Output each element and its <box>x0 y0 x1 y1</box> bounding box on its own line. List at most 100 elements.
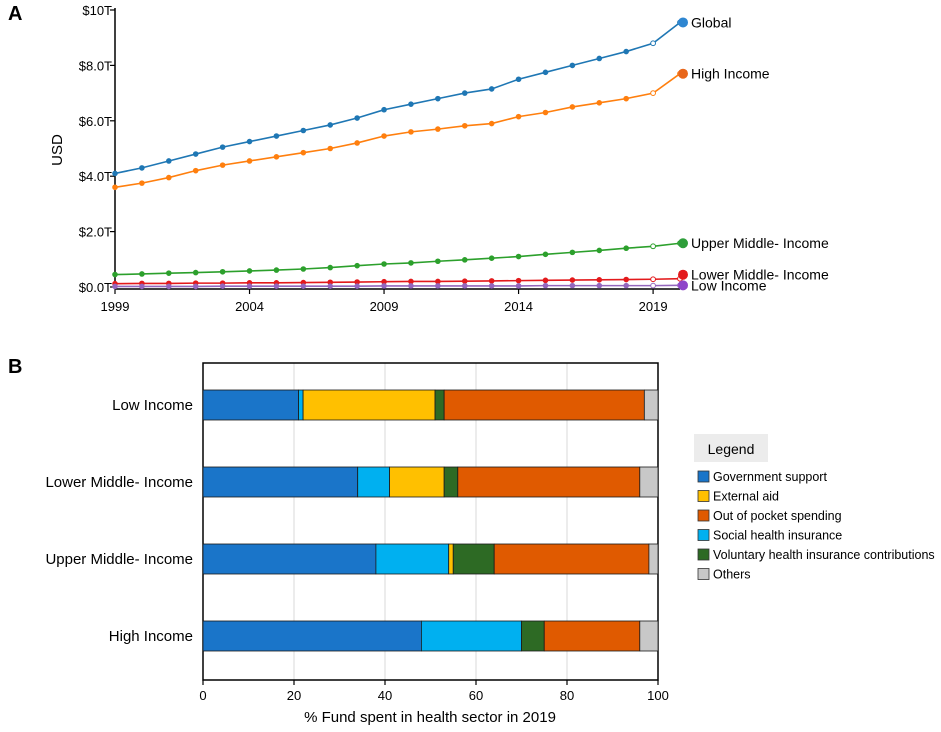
x-tick-label: 80 <box>560 688 574 703</box>
data-point <box>624 96 629 101</box>
data-point <box>489 284 494 289</box>
legend-title: Legend <box>708 441 755 457</box>
bar-segment-out-of-pocket-spending <box>444 390 644 420</box>
data-point <box>543 110 548 115</box>
series-high-income <box>113 71 683 189</box>
x-tick-label: 40 <box>378 688 392 703</box>
data-point <box>140 284 145 289</box>
data-point <box>274 268 279 273</box>
x-tick-label: 0 <box>199 688 206 703</box>
data-point <box>167 284 172 289</box>
panel-b-legend: Legend Government support External aid Out… <box>694 434 935 582</box>
series-global <box>113 20 683 176</box>
data-point <box>543 283 548 288</box>
data-point <box>624 277 629 282</box>
bar-lower-middle-income <box>203 467 658 497</box>
data-point <box>462 279 467 284</box>
data-point <box>301 128 306 133</box>
panel-a-y-axis-label: USD <box>49 134 66 166</box>
data-point <box>543 252 548 257</box>
figure: A USD $0.0T$2.0T$4.0T$6.0T$8.0T$10T 1999… <box>0 0 941 732</box>
legend-item-others: Others <box>698 568 751 582</box>
data-point <box>167 175 172 180</box>
data-point <box>382 262 387 267</box>
data-point <box>436 284 441 289</box>
legend-label: External aid <box>713 490 779 504</box>
data-point <box>597 100 602 105</box>
data-point <box>489 256 494 261</box>
data-point <box>328 284 333 289</box>
data-point <box>462 123 467 128</box>
data-point <box>516 254 521 259</box>
legend-swatch <box>698 549 709 560</box>
data-point <box>570 283 575 288</box>
data-point <box>436 96 441 101</box>
legend-item-social-health-insurance: Social health insurance <box>698 529 842 543</box>
data-point <box>651 91 656 96</box>
data-point <box>543 278 548 283</box>
data-point <box>516 278 521 283</box>
data-point <box>489 121 494 126</box>
data-point <box>328 146 333 151</box>
data-point <box>597 56 602 61</box>
data-point <box>543 70 548 75</box>
data-point <box>220 145 225 150</box>
data-point <box>113 272 118 277</box>
data-point <box>624 283 629 288</box>
legend-item-external-aid: External aid <box>698 490 779 504</box>
data-point <box>409 261 414 266</box>
x-tick-label: 2004 <box>235 299 264 314</box>
data-point <box>113 185 118 190</box>
bar-segment-external-aid <box>449 544 454 574</box>
series-end-dot <box>678 280 688 290</box>
data-point <box>355 284 360 289</box>
y-tick-label: $0.0T <box>79 280 112 295</box>
legend-swatch <box>698 569 709 580</box>
data-point <box>570 105 575 110</box>
bar-segment-social-health-insurance <box>358 467 390 497</box>
data-point <box>382 107 387 112</box>
bar-segment-social-health-insurance <box>376 544 449 574</box>
data-point <box>597 277 602 282</box>
series-line <box>115 243 680 274</box>
bar-segment-social-health-insurance <box>299 390 304 420</box>
series-end-dot <box>678 17 688 27</box>
series-upper-middle-income <box>113 241 683 277</box>
bar-low-income <box>203 390 658 420</box>
bar-high-income <box>203 621 658 651</box>
data-point <box>247 269 252 274</box>
series-line <box>115 279 680 284</box>
series-end-dot <box>678 238 688 248</box>
bar-segment-others <box>649 544 658 574</box>
bar-segment-voluntary-health-insurance-contributions <box>435 390 444 420</box>
bar-segment-others <box>640 621 658 651</box>
data-point <box>436 279 441 284</box>
series-line <box>115 22 680 173</box>
category-label: Low Income <box>112 397 193 414</box>
data-point <box>328 123 333 128</box>
x-tick-label: 2009 <box>370 299 399 314</box>
data-point <box>274 284 279 289</box>
legend-swatch <box>698 491 709 502</box>
bar-segment-government-support <box>203 390 299 420</box>
data-point <box>193 168 198 173</box>
data-point <box>355 116 360 121</box>
data-point <box>570 250 575 255</box>
panel-b-stacked-bar-chart: B Low IncomeLower Middle- IncomeUpper Mi… <box>8 356 935 726</box>
data-point <box>113 171 118 176</box>
series-end-dot <box>678 270 688 280</box>
data-point <box>328 265 333 270</box>
category-label: High Income <box>109 628 193 645</box>
data-point <box>624 246 629 251</box>
data-point <box>597 248 602 253</box>
data-point <box>220 269 225 274</box>
bar-segment-social-health-insurance <box>421 621 521 651</box>
y-tick-label: $4.0T <box>79 169 112 184</box>
data-point <box>274 155 279 160</box>
series-end-text: Low Income <box>691 277 767 293</box>
data-point <box>193 152 198 157</box>
category-label: Lower Middle- Income <box>45 474 193 491</box>
data-point <box>274 134 279 139</box>
data-point <box>462 258 467 263</box>
bar-segment-voluntary-health-insurance-contributions <box>522 621 545 651</box>
